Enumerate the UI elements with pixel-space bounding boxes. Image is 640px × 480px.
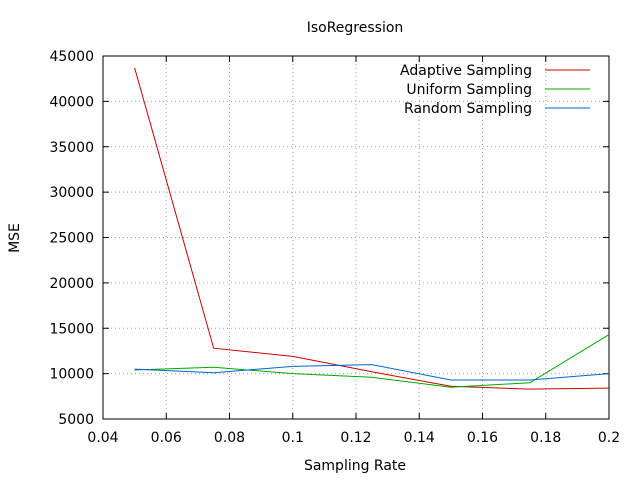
y-tick-label: 40000 xyxy=(49,94,94,110)
y-tick-label: 10000 xyxy=(49,367,94,383)
series-line-random-sampling xyxy=(134,364,610,381)
x-tick-label: 0.04 xyxy=(87,430,118,446)
axis-ticks: 0.04 0.06 0.08 0.1 0.12 0.14 0.16 0.18 0.2 5000 10… xyxy=(49,49,620,446)
chart-title: IsoRegression xyxy=(307,20,404,36)
y-tick-label: 45000 xyxy=(49,49,94,65)
y-tick-label: 30000 xyxy=(49,185,94,201)
y-tick-label: 35000 xyxy=(49,140,94,156)
y-tick-label: 25000 xyxy=(49,231,94,247)
x-tick-label: 0.16 xyxy=(467,430,498,446)
x-tick-label: 0.2 xyxy=(598,430,620,446)
x-tick-label: 0.14 xyxy=(404,430,435,446)
x-tick-label: 0.1 xyxy=(282,430,304,446)
x-tick-label: 0.12 xyxy=(340,430,371,446)
series-lines xyxy=(134,67,610,390)
legend-label: Uniform Sampling xyxy=(406,82,532,98)
y-tick-label: 20000 xyxy=(49,276,94,292)
x-axis-title: Sampling Rate xyxy=(304,458,406,474)
y-tick-label: 15000 xyxy=(49,321,94,337)
series-line-uniform-sampling xyxy=(134,334,610,388)
y-tick-label: 5000 xyxy=(58,412,94,428)
x-tick-label: 0.08 xyxy=(214,430,245,446)
x-tick-label: 0.06 xyxy=(151,430,182,446)
legend: Adaptive Sampling Uniform Sampling Random … xyxy=(400,63,590,117)
y-axis-title: MSE xyxy=(7,223,23,253)
series-line-adaptive-sampling xyxy=(134,67,610,390)
legend-label: Adaptive Sampling xyxy=(400,63,532,79)
x-tick-label: 0.18 xyxy=(530,430,561,446)
legend-label: Random Sampling xyxy=(404,101,532,117)
grid xyxy=(103,56,609,419)
